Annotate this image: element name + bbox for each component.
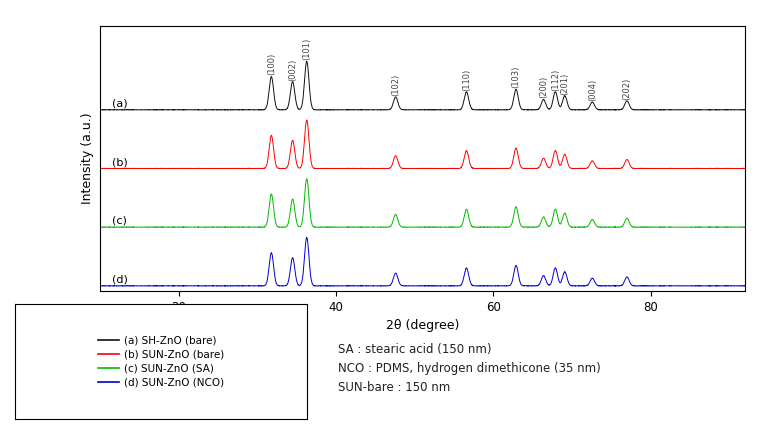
Text: (d): (d) bbox=[111, 275, 127, 285]
Text: (004): (004) bbox=[588, 79, 597, 101]
Text: (112): (112) bbox=[551, 68, 560, 91]
Text: (202): (202) bbox=[622, 77, 631, 100]
Text: (201): (201) bbox=[561, 72, 569, 95]
Text: (110): (110) bbox=[462, 68, 471, 91]
Legend: (a) SH-ZnO (bare), (b) SUN-ZnO (bare), (c) SUN-ZnO (SA), (d) SUN-ZnO (NCO): (a) SH-ZnO (bare), (b) SUN-ZnO (bare), (… bbox=[94, 331, 229, 392]
Text: (c): (c) bbox=[111, 216, 127, 226]
Text: (103): (103) bbox=[511, 66, 521, 88]
Text: (100): (100) bbox=[266, 53, 276, 75]
X-axis label: 2θ (degree): 2θ (degree) bbox=[386, 319, 459, 332]
Text: (101): (101) bbox=[303, 38, 311, 60]
Text: (002): (002) bbox=[288, 58, 297, 80]
Text: (102): (102) bbox=[391, 74, 400, 96]
Text: SA : stearic acid (150 nm)
NCO : PDMS, hydrogen dimethicone (35 nm)
SUN-bare : 1: SA : stearic acid (150 nm) NCO : PDMS, h… bbox=[338, 343, 601, 394]
Text: (b): (b) bbox=[111, 158, 127, 167]
Text: (200): (200) bbox=[539, 76, 548, 98]
Y-axis label: Intensity (a.u.): Intensity (a.u.) bbox=[81, 113, 94, 204]
Text: (a): (a) bbox=[111, 98, 127, 109]
